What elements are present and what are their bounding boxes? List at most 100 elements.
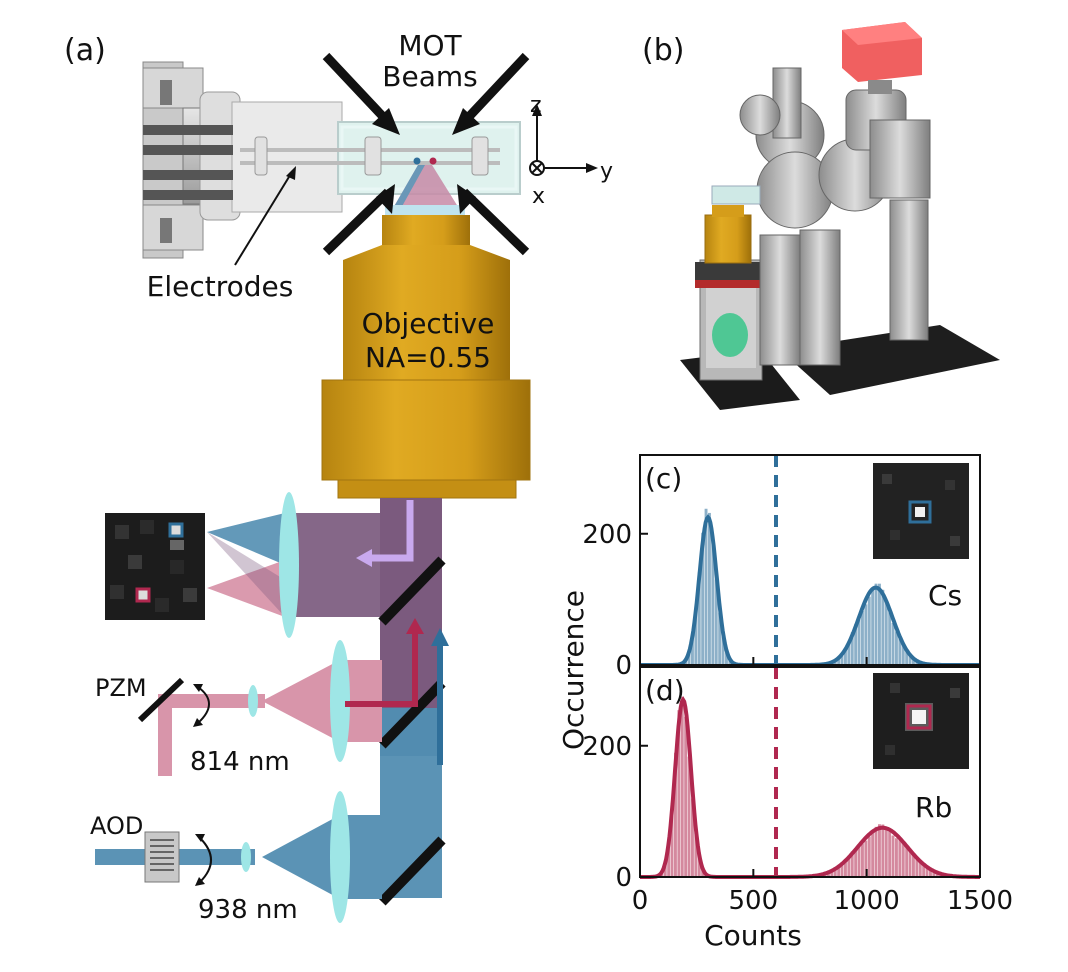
electrode-holder [142,61,343,259]
histogram-bar [874,583,878,665]
histogram-bar [711,541,715,665]
histogram-bar [915,858,919,877]
electrodes-pointer [234,171,293,266]
histogram-bar [867,836,871,877]
histogram-bar [905,844,909,877]
histogram-bar [704,508,708,665]
histogram-bar [850,851,854,877]
histogram-bar [697,855,701,877]
electrode-rods [240,136,500,176]
histogram-bar [878,583,881,665]
histogram-bar [901,644,905,665]
histogram-bar [881,589,885,665]
cs-label: Cs [928,579,962,612]
histogram-bar [725,651,728,665]
histogram-bar [861,843,864,877]
wavelength-814-label: 814 nm [190,747,290,777]
panel-label-d: (d) [645,674,685,707]
plot-frame [639,666,981,878]
histogram-bar [670,802,674,877]
histogram-bar [857,617,861,665]
panel-label-a: (a) [64,33,106,68]
histogram-panels: 0 200 0 200 0 500 1000 1500 (c) (d) Cs Rb Coun… [557,454,1013,952]
cs-spot [168,522,184,538]
histogram-bar [847,855,851,877]
histogram-bar [680,696,684,877]
histogram-bar [830,870,834,877]
histogram-bar [684,716,688,877]
beam-814 [137,618,424,776]
histogram-bar [912,853,915,877]
objective-label-line1: Objective [362,307,495,340]
inset-cs [873,463,969,559]
histogram-bar [854,847,858,877]
histogram-bar [895,631,898,665]
histogram-bar [895,838,898,877]
objective-label-line2: NA=0.55 [365,341,491,374]
histogram-bar [891,623,895,665]
histogram-bar [918,862,922,877]
histogram-bar [874,826,878,877]
histogram-bar [871,588,875,665]
histogram-bar [898,638,902,665]
histogram-bar [677,710,681,877]
histogram-bar [884,827,888,877]
y-tick-label: 0 [615,651,632,681]
histogram-bar [840,863,844,877]
mirrors [378,556,446,906]
histogram-bar [827,872,830,877]
histogram-bar [881,824,885,877]
histogram-bar [837,658,841,665]
histogram-bar [864,604,868,665]
histogram-bar [908,848,912,877]
histogram-bar [833,869,837,877]
histogram-bar [922,865,926,877]
axis-y-label: y [600,159,613,184]
mot-label-line1: MOT [398,29,462,62]
histogram-bar [701,532,705,665]
histogram-bar [891,835,895,877]
beam-938 [95,791,382,923]
histogram-bar [884,600,888,665]
mot-label-line2: Beams [382,60,477,93]
histogram-bar [908,654,912,665]
histogram-bar [929,869,932,877]
histogram-bar [714,579,718,665]
histogram-bar [687,756,691,877]
panel-b: (b) [642,22,1000,410]
histogram-bar [905,649,909,665]
histogram-bar [667,841,671,877]
camera-image [105,513,205,620]
histogram-bar [925,867,929,877]
axis-x-label: x [532,184,545,209]
electrodes-label: Electrodes [147,270,294,303]
histogram-bar [850,632,854,665]
histogram-bar [694,832,698,877]
histogram-bar [847,640,851,665]
histogram-bar [932,870,936,877]
histogram-bar [861,610,864,665]
aod-label: AOD [90,812,143,840]
camera-lens [279,492,299,638]
histogram-bar [691,636,694,665]
histogram-bar [674,752,677,877]
y-tick-label: 200 [582,520,632,550]
histogram-bar [721,636,725,665]
histogram-bar [844,859,847,877]
x-tick-label: 500 [729,886,779,916]
x-axis-label: Counts [704,919,802,952]
histogram-bar [878,824,881,877]
histogram-bar [687,652,691,665]
rb-label: Rb [915,791,952,824]
rb-atom [429,157,437,165]
inset-rb [873,673,969,769]
histogram-bar [844,648,847,665]
histogram-bar [833,660,837,665]
histogram-bar [840,654,844,665]
panel-label-b: (b) [642,33,684,68]
histogram-bar [898,839,902,877]
x-tick-label: 0 [632,886,649,916]
panel-label-c: (c) [645,462,682,495]
y-axis-label: Occurrence [557,590,590,750]
